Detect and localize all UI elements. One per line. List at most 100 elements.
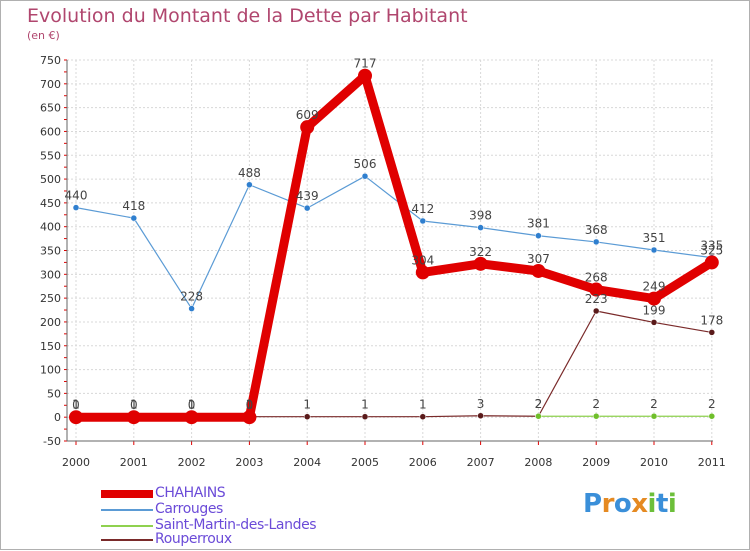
data-point-carrouges <box>303 204 311 212</box>
data-label-carrouges: 412 <box>411 202 434 216</box>
grid-layer <box>67 59 713 442</box>
y-tick-label: 750 <box>40 54 61 67</box>
data-point-carrouges <box>72 204 80 211</box>
data-point-rouperroux <box>419 413 427 420</box>
x-tick-label: 2003 <box>235 456 263 469</box>
data-point-carrouges <box>361 172 369 180</box>
x-tick-label: 2007 <box>467 456 495 469</box>
series-layer <box>69 68 719 425</box>
data-label-chahains: 249 <box>643 280 666 294</box>
logo-letter: x <box>631 489 648 519</box>
data-label-chahains: 304 <box>411 253 434 267</box>
data-point-rouperroux <box>361 413 369 420</box>
y-tick-label: 100 <box>40 364 61 377</box>
y-tick-label: 200 <box>40 316 61 329</box>
data-point-rouperroux <box>592 307 600 315</box>
y-tick-label: -50 <box>43 435 61 448</box>
data-point-rouperroux <box>708 329 716 336</box>
data-label-saint-martin-des-landes: 2 <box>650 397 658 411</box>
y-tick-label: 0 <box>54 411 61 424</box>
data-label-saint-martin-des-landes: 2 <box>592 397 600 411</box>
plot-area <box>67 60 713 441</box>
data-point-carrouges <box>419 217 427 225</box>
y-tick-label: 600 <box>40 125 61 138</box>
data-label-carrouges: 440 <box>65 189 88 203</box>
data-label-chahains: 0 <box>130 398 138 412</box>
logo-letter: r <box>601 489 615 519</box>
series-line-chahains <box>71 71 717 422</box>
x-tick-label: 2001 <box>120 456 148 469</box>
x-tick-label: 2005 <box>351 456 379 469</box>
legend-label-rouperroux: Rouperroux <box>155 531 232 547</box>
data-label-chahains: 325 <box>700 243 723 257</box>
data-label-rouperroux: 1 <box>72 398 80 412</box>
data-label-saint-martin-des-landes: 2 <box>708 397 716 411</box>
legend-label-chahains: CHAHAINS <box>155 485 226 501</box>
logo-letter: i <box>647 489 657 519</box>
legend-swatch-carrouges <box>101 509 153 511</box>
y-tick-label: 350 <box>40 245 61 258</box>
data-point-chahains <box>242 410 257 425</box>
data-label-rouperroux: 1 <box>361 398 369 412</box>
data-label-carrouges: 351 <box>643 231 666 245</box>
data-label-carrouges: 228 <box>180 290 203 304</box>
data-point-saint-martin-des-landes <box>650 412 658 420</box>
data-point-chahains <box>415 265 430 280</box>
y-tick-label: 50 <box>47 387 61 400</box>
y-tick-label: 700 <box>40 78 61 91</box>
data-label-saint-martin-des-landes: 2 <box>535 397 543 411</box>
y-tick-label: 650 <box>40 102 61 115</box>
chart-unit: (en €) <box>27 29 60 42</box>
data-point-chahains <box>358 68 372 83</box>
data-label-chahains: 0 <box>72 398 80 412</box>
data-label-chahains: 268 <box>585 271 608 285</box>
y-tick-label: 400 <box>40 221 61 234</box>
logo-letter: o <box>613 489 632 519</box>
y-tick-label: 450 <box>40 197 61 210</box>
data-point-saint-martin-des-landes <box>535 412 542 420</box>
data-label-chahains: 0 <box>246 398 254 412</box>
data-point-chahains <box>531 263 546 278</box>
data-label-rouperroux: 1 <box>303 398 311 412</box>
data-point-chahains <box>589 282 604 297</box>
data-point-chahains <box>184 410 199 425</box>
data-label-carrouges: 439 <box>296 189 319 203</box>
y-tick-label: 250 <box>40 292 61 305</box>
data-point-chahains <box>704 255 719 270</box>
data-point-carrouges <box>246 181 253 189</box>
data-point-carrouges <box>477 224 484 231</box>
legend-label-saint-martin: Saint-Martin-des-Landes <box>155 517 317 533</box>
data-point-rouperroux <box>477 412 484 420</box>
data-label-rouperroux: 223 <box>585 292 608 306</box>
x-tick-label: 2000 <box>62 456 90 469</box>
data-label-rouperroux: 1 <box>419 398 427 412</box>
data-point-saint-martin-des-landes <box>592 412 600 420</box>
data-label-carrouges: 381 <box>527 217 550 231</box>
data-point-carrouges <box>535 232 542 239</box>
data-point-chahains <box>300 120 315 135</box>
data-point-carrouges <box>130 214 138 222</box>
data-label-rouperroux: 2 <box>535 397 543 411</box>
x-tick-label: 2010 <box>640 456 668 469</box>
data-point-chahains <box>126 410 141 425</box>
x-tick-label: 2009 <box>582 456 610 469</box>
data-label-chahains: 307 <box>527 252 550 266</box>
logo-letter: P <box>583 489 602 519</box>
series-line-carrouges <box>75 175 713 310</box>
chart-title: Evolution du Montant de la Dette par Hab… <box>27 5 468 27</box>
label-layer: 440 418 228 488 439 506 412 398 381 368 351 335 1 1 1 1… <box>65 57 724 412</box>
data-label-rouperroux: 1 <box>188 398 196 412</box>
y-tick-label: 300 <box>40 268 61 281</box>
axis-layer: -500501001502002503003504004505005506006… <box>40 54 726 469</box>
y-tick-label: 550 <box>40 149 61 162</box>
data-label-rouperroux: 178 <box>700 313 723 327</box>
data-point-saint-martin-des-landes <box>708 412 716 420</box>
data-label-carrouges: 368 <box>585 223 608 237</box>
data-label-chahains: 717 <box>354 57 377 71</box>
data-label-chahains: 322 <box>469 245 492 259</box>
data-point-carrouges <box>188 305 195 312</box>
x-tick-label: 2011 <box>698 456 726 469</box>
y-tick-label: 150 <box>40 340 61 353</box>
